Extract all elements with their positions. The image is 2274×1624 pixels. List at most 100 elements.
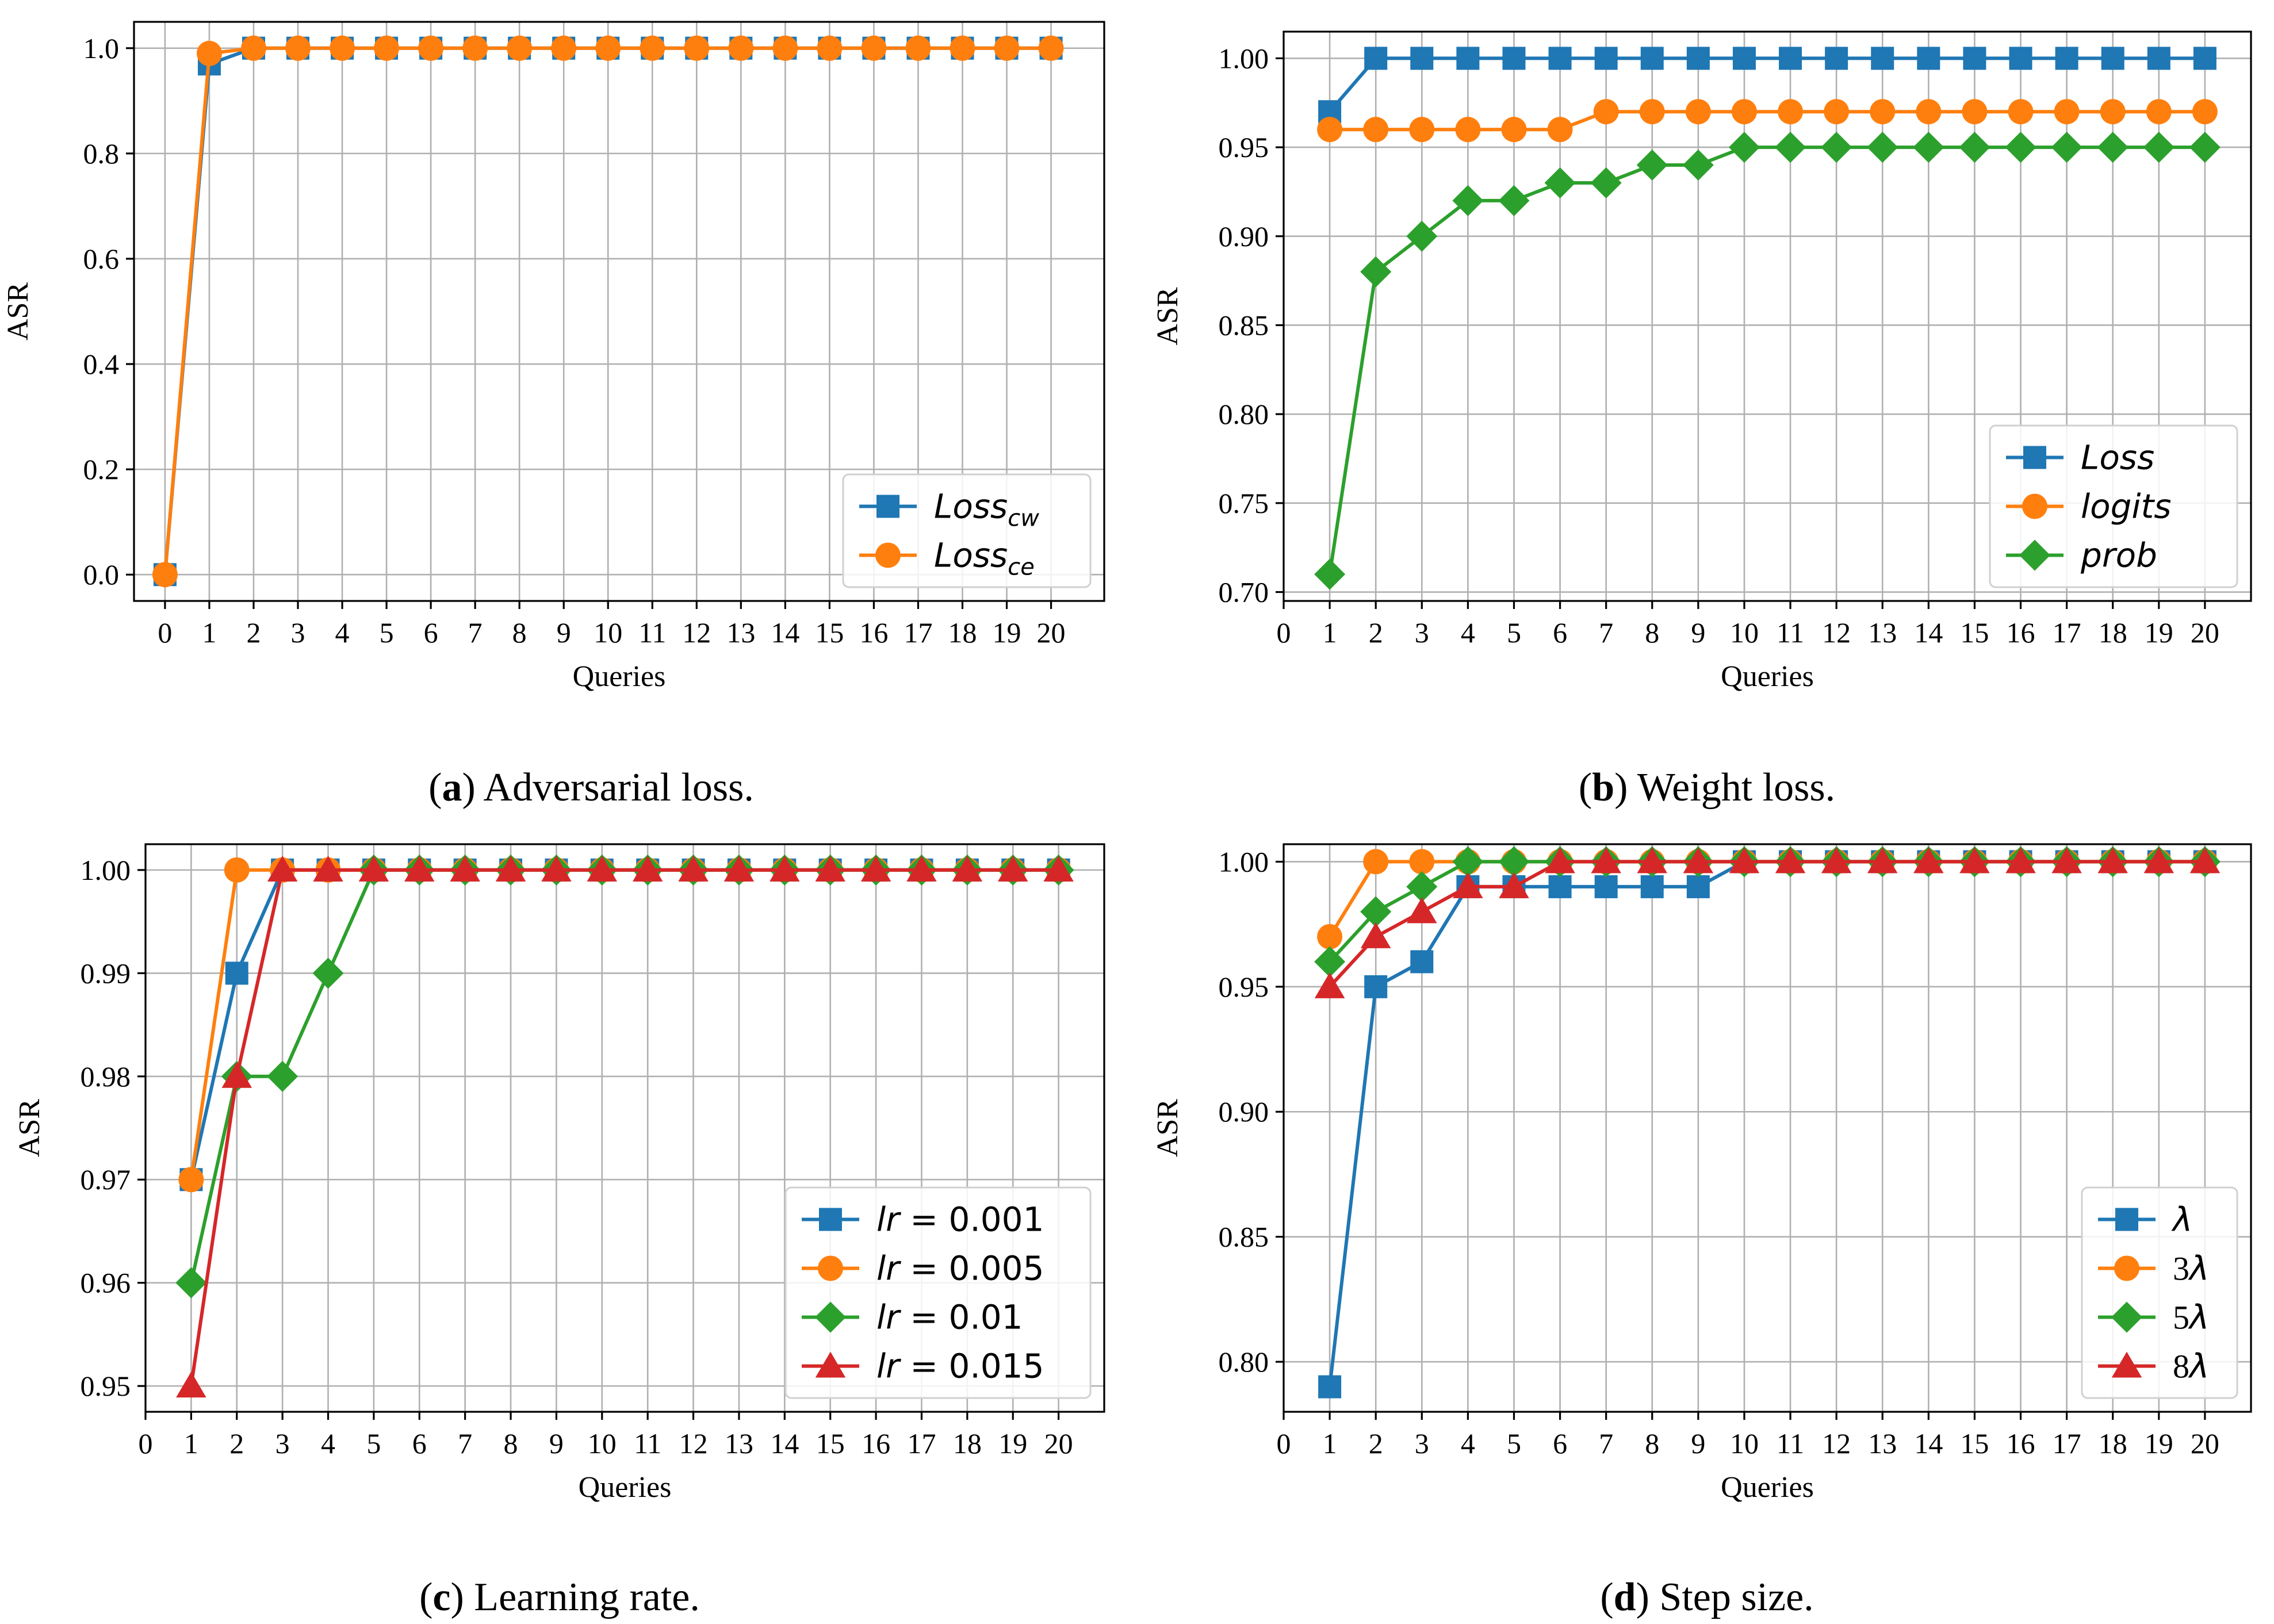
- data-point: [770, 855, 800, 882]
- data-point: [2101, 47, 2124, 70]
- x-axis-label: Queries: [573, 660, 666, 693]
- y-tick-label: 0.85: [1219, 309, 1269, 341]
- data-point: [1038, 35, 1064, 61]
- data-point: [1916, 99, 1942, 125]
- legend-label: lr = 0.015: [876, 1347, 1044, 1386]
- x-tick-label: 4: [1461, 616, 1475, 649]
- data-point: [1314, 972, 1345, 998]
- x-tick-label: 18: [948, 616, 977, 649]
- plot-frame: [1283, 843, 2252, 1413]
- data-point: [1686, 875, 1710, 898]
- x-tick-label: 3: [1415, 616, 1429, 649]
- x-tick-label: 17: [2053, 616, 2081, 649]
- data-point: [1364, 975, 1388, 998]
- data-point: [2100, 99, 2126, 125]
- data-point: [1498, 846, 1530, 878]
- data-point: [994, 35, 1020, 61]
- data-point: [1917, 47, 1940, 70]
- series-c-3: [176, 855, 1074, 1398]
- data-point: [1686, 47, 1710, 70]
- legend-marker: [2023, 446, 2046, 469]
- data-point: [1959, 132, 1990, 163]
- data-point: [2192, 99, 2218, 125]
- x-tick-label: 0: [139, 1427, 153, 1460]
- data-point: [952, 855, 983, 882]
- data-point: [2055, 47, 2078, 70]
- x-tick-label: 12: [1822, 1427, 1851, 1460]
- legend-marker: [2022, 493, 2047, 519]
- data-point: [2143, 132, 2175, 163]
- data-point: [2143, 847, 2175, 874]
- data-point: [817, 35, 843, 61]
- x-tick-label: 9: [1691, 1427, 1705, 1460]
- data-point: [1594, 47, 1618, 70]
- x-tick-label: 9: [557, 616, 571, 649]
- data-point: [2051, 132, 2082, 163]
- data-point: [2146, 99, 2172, 125]
- data-point: [1824, 99, 1850, 125]
- legend-item: lr = 0.005: [802, 1249, 1044, 1288]
- x-tick-label: 0: [1277, 616, 1291, 649]
- data-point: [2193, 47, 2216, 70]
- y-tick-label: 1.00: [81, 854, 131, 886]
- series-a-1: [152, 35, 1064, 588]
- y-axis-label: ASR: [1151, 1099, 1184, 1157]
- data-point: [1639, 99, 1665, 125]
- y-axis-label: ASR: [2, 282, 35, 340]
- chart-panel-d: 0 1 2 3 4 5 6 7 8 9 10 11 12 13 14 15 16 17 18 19 200.800.85…: [1151, 843, 2252, 1619]
- data-point: [1962, 99, 1988, 125]
- data-point: [1314, 946, 1346, 978]
- legend-label: prob: [2080, 536, 2157, 575]
- data-point: [1590, 167, 1622, 198]
- legend-label: lr = 0.005: [876, 1249, 1044, 1288]
- y-tick-label: 0.98: [81, 1060, 131, 1093]
- data-point: [1453, 872, 1483, 898]
- x-tick-label: 1: [202, 616, 216, 649]
- data-point: [267, 855, 298, 882]
- data-point: [1452, 846, 1484, 878]
- data-point: [1314, 558, 1346, 590]
- y-axis-label: ASR: [13, 1099, 46, 1157]
- data-point: [1728, 132, 1760, 163]
- x-axis-label: Queries: [1721, 1471, 1814, 1504]
- x-tick-label: 17: [2053, 1427, 2081, 1460]
- x-tick-label: 2: [1369, 1427, 1383, 1460]
- legend-label: 8λ: [2173, 1347, 2209, 1386]
- data-point: [312, 957, 344, 989]
- data-point: [860, 855, 891, 882]
- data-point: [906, 855, 937, 882]
- legend-item: logits: [2006, 487, 2172, 526]
- data-point: [358, 855, 389, 882]
- x-tick-label: 15: [1960, 1427, 1989, 1460]
- data-point: [313, 855, 343, 882]
- data-point: [404, 855, 435, 882]
- x-tick-label: 14: [770, 1427, 799, 1460]
- legend-label: Lossce: [934, 536, 1035, 581]
- data-point: [1593, 99, 1619, 125]
- data-point: [1637, 847, 1668, 874]
- x-tick-label: 11: [1777, 1427, 1804, 1460]
- legend-item: prob: [2006, 536, 2157, 575]
- legend-item: 5λ: [2098, 1298, 2209, 1337]
- data-point: [1363, 849, 1389, 875]
- chart-panel-a: 0 1 2 3 4 5 6 7 8 9 10 11 12 13 14 15 16 17 18 19 200.00.20.…: [2, 21, 1105, 810]
- data-point: [551, 35, 577, 61]
- data-point: [1360, 256, 1392, 288]
- data-point: [1318, 1375, 1342, 1399]
- data-point: [1452, 185, 1484, 216]
- data-point: [1779, 47, 1802, 70]
- legend-item: λ: [2098, 1200, 2192, 1239]
- y-tick-label: 0.70: [1219, 576, 1269, 608]
- data-point: [1636, 150, 1668, 181]
- x-tick-label: 11: [634, 1427, 661, 1460]
- data-point: [1867, 847, 1898, 874]
- x-tick-label: 13: [726, 616, 755, 649]
- legend: Loss logits prob: [1989, 424, 2238, 588]
- data-point: [772, 35, 798, 61]
- series-b-1: [1317, 99, 2218, 143]
- x-tick-label: 20: [1037, 616, 1066, 649]
- y-tick-label: 0.2: [83, 453, 120, 485]
- data-point: [418, 35, 444, 61]
- data-point: [1913, 847, 1944, 874]
